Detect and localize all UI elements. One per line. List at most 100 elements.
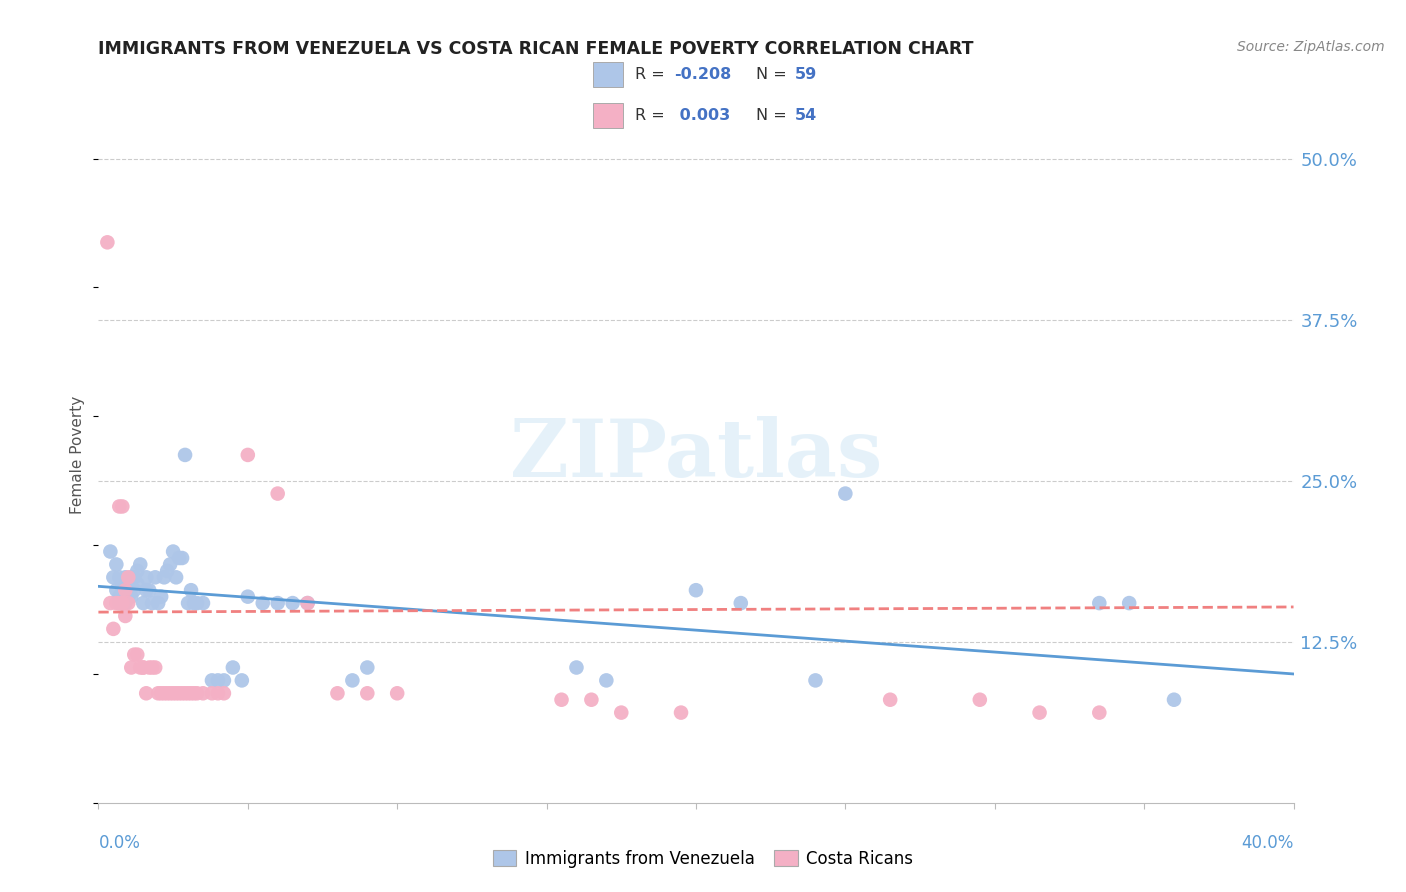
Point: [114, 570, 136, 584]
Point: [356, 686, 378, 700]
Point: [143, 660, 166, 674]
Point: [174, 448, 197, 462]
Point: [969, 692, 991, 706]
Text: 40.0%: 40.0%: [1241, 834, 1294, 852]
Point: [172, 686, 194, 700]
Point: [111, 590, 134, 604]
Point: [108, 590, 131, 604]
Point: [150, 686, 173, 700]
Point: [114, 609, 136, 624]
Point: [96, 235, 118, 250]
Point: [595, 673, 617, 688]
Point: [565, 660, 588, 674]
Point: [1118, 596, 1140, 610]
Point: [385, 686, 409, 700]
Point: [236, 448, 259, 462]
Point: [165, 570, 187, 584]
Point: [174, 686, 197, 700]
Text: -0.208: -0.208: [675, 67, 731, 82]
Y-axis label: Female Poverty: Female Poverty: [70, 396, 86, 514]
Point: [120, 590, 142, 604]
Point: [114, 596, 136, 610]
Point: [207, 686, 229, 700]
Text: N =: N =: [756, 67, 792, 82]
Point: [124, 648, 146, 662]
Point: [156, 564, 179, 578]
Point: [120, 570, 142, 584]
Point: [108, 596, 131, 610]
Point: [177, 596, 200, 610]
Point: [108, 570, 131, 584]
Point: [267, 486, 290, 500]
Point: [186, 596, 208, 610]
Text: Source: ZipAtlas.com: Source: ZipAtlas.com: [1237, 40, 1385, 54]
Point: [581, 692, 603, 706]
Point: [111, 583, 134, 598]
Text: 0.003: 0.003: [675, 108, 731, 123]
Point: [117, 590, 139, 604]
Point: [132, 660, 155, 674]
Point: [117, 583, 139, 598]
Point: [100, 544, 122, 558]
Text: R =: R =: [636, 67, 669, 82]
Point: [180, 686, 202, 700]
Point: [135, 570, 157, 584]
Point: [1028, 706, 1050, 720]
Point: [222, 660, 245, 674]
Point: [127, 576, 149, 591]
Point: [159, 686, 181, 700]
Text: R =: R =: [636, 108, 669, 123]
Point: [127, 564, 149, 578]
Point: [730, 596, 752, 610]
Text: IMMIGRANTS FROM VENEZUELA VS COSTA RICAN FEMALE POVERTY CORRELATION CHART: IMMIGRANTS FROM VENEZUELA VS COSTA RICAN…: [98, 40, 974, 58]
Point: [236, 590, 259, 604]
Point: [804, 673, 827, 688]
Point: [177, 686, 200, 700]
Point: [297, 596, 319, 610]
Point: [148, 596, 170, 610]
Point: [129, 558, 152, 572]
Point: [111, 596, 134, 610]
Point: [342, 673, 364, 688]
Point: [153, 570, 176, 584]
Point: [105, 583, 128, 598]
Point: [167, 686, 190, 700]
Point: [124, 570, 146, 584]
Point: [124, 583, 146, 598]
Point: [117, 596, 139, 610]
Point: [172, 551, 194, 566]
Point: [183, 686, 205, 700]
Point: [150, 590, 173, 604]
Point: [267, 596, 290, 610]
Point: [669, 706, 692, 720]
Point: [180, 583, 202, 598]
Point: [162, 686, 184, 700]
Text: 54: 54: [796, 108, 817, 123]
FancyBboxPatch shape: [592, 103, 623, 128]
Point: [117, 570, 139, 584]
Legend: Immigrants from Venezuela, Costa Ricans: Immigrants from Venezuela, Costa Ricans: [486, 844, 920, 875]
Point: [252, 596, 274, 610]
Point: [1088, 596, 1111, 610]
Point: [100, 596, 122, 610]
Text: ZIPatlas: ZIPatlas: [510, 416, 882, 494]
FancyBboxPatch shape: [592, 62, 623, 87]
Point: [186, 686, 208, 700]
Point: [143, 570, 166, 584]
Point: [231, 673, 253, 688]
Text: 59: 59: [796, 67, 817, 82]
Point: [111, 500, 134, 514]
Point: [103, 622, 125, 636]
Point: [356, 660, 378, 674]
Point: [132, 596, 155, 610]
Point: [212, 686, 235, 700]
Point: [201, 686, 224, 700]
Point: [141, 660, 163, 674]
Point: [212, 673, 235, 688]
Point: [167, 551, 190, 566]
Point: [153, 686, 176, 700]
Point: [191, 596, 214, 610]
Point: [281, 596, 304, 610]
Point: [135, 686, 157, 700]
Point: [191, 686, 214, 700]
